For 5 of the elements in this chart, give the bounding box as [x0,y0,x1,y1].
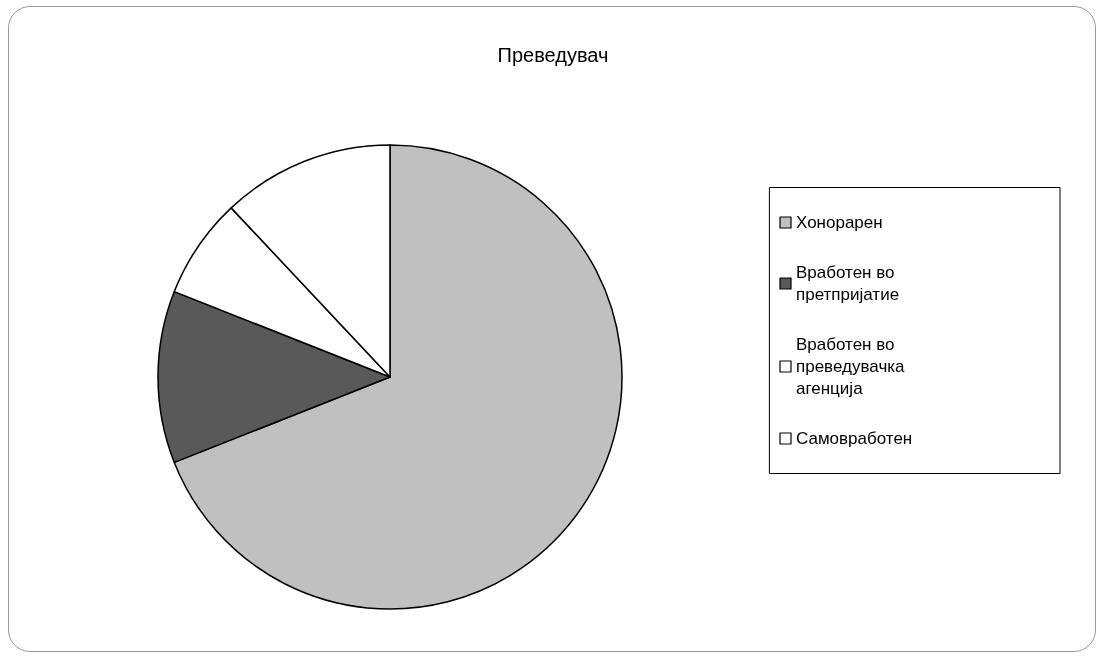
legend-label: Вработен во претпријатие [796,263,900,304]
legend-label: Самовработен [796,429,913,448]
legend-label: Хонорарен [796,213,883,232]
legend-label: Вработен во преведувачка агенција [796,335,910,398]
chart-title: Преведувач [497,44,609,66]
